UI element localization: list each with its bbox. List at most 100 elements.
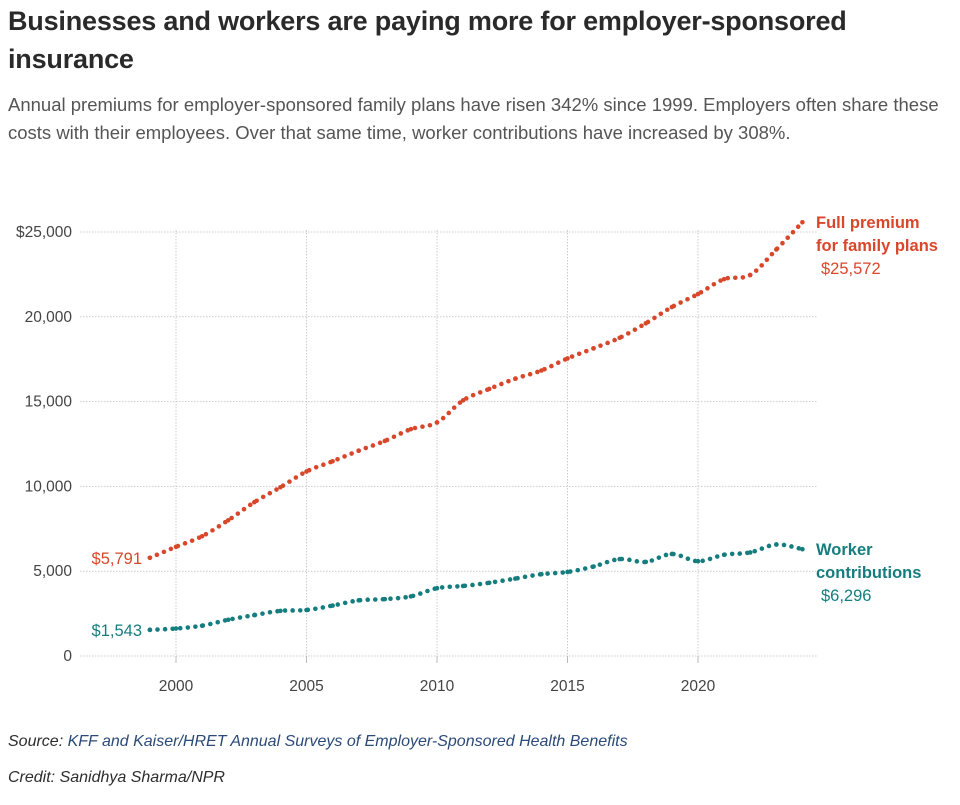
line-dot (795, 224, 801, 229)
line-dot (370, 443, 376, 448)
data-point (800, 546, 805, 552)
line-dot (785, 235, 791, 241)
line-dot (203, 531, 209, 537)
chart-title: Businesses and workers are paying more f… (8, 6, 847, 74)
data-point (774, 247, 779, 252)
line-dot (427, 422, 433, 428)
line-dot (632, 327, 638, 332)
line-dot (154, 552, 160, 558)
y-tick-label: 15,000 (25, 394, 73, 411)
line-dot (560, 570, 566, 575)
line-dot (349, 451, 354, 456)
premium-series-label: Full premium (816, 214, 920, 232)
data-point (617, 335, 622, 341)
data-point (225, 617, 231, 623)
line-dot (520, 373, 526, 379)
credit-note: Credit: Sanidhya Sharma/NPR (8, 769, 225, 786)
line-dot (752, 548, 758, 554)
data-point (747, 550, 753, 555)
x-tick-label: 2010 (420, 678, 455, 695)
data-point (356, 598, 362, 603)
line-dot (612, 557, 617, 563)
data-point (408, 594, 414, 599)
data-point (434, 420, 440, 425)
data-point (721, 276, 727, 282)
data-point (304, 469, 309, 474)
x-gridlines (175, 230, 699, 656)
line-dot (235, 511, 241, 516)
line-dot (612, 337, 617, 343)
line-dot (714, 554, 720, 559)
line-dot (155, 627, 160, 632)
line-dot (447, 584, 453, 590)
data-point (774, 542, 779, 547)
line-dot (425, 588, 430, 594)
worker-end-label: $6,296 (821, 587, 871, 605)
line-dot (569, 354, 575, 359)
data-point (147, 555, 153, 561)
data-point (643, 559, 649, 565)
line-dot (215, 619, 221, 625)
data-point (669, 551, 675, 557)
line-dot (625, 331, 631, 336)
line-dot (499, 381, 504, 387)
line-dot (555, 360, 561, 366)
line-dot (705, 286, 710, 291)
line-dot (725, 275, 731, 281)
series-worker (147, 542, 805, 633)
line-dot (403, 595, 408, 600)
line-dot (350, 599, 355, 604)
data-point (591, 346, 596, 351)
line-dot (247, 502, 253, 508)
line-dot (241, 506, 247, 512)
line-dot (796, 546, 802, 551)
line-dot (522, 574, 528, 580)
line-dot (208, 621, 213, 627)
line-dot (398, 431, 404, 436)
line-dot (297, 608, 303, 613)
line-dot (161, 549, 167, 555)
line-dot (656, 555, 662, 560)
line-dot (711, 281, 717, 287)
data-point (408, 426, 414, 432)
source-note: Source: KFF and Kaiser/HRET Annual Surve… (8, 733, 628, 751)
line-dot (652, 315, 657, 321)
data-point (330, 603, 335, 608)
data-point (565, 356, 570, 361)
line-dot (237, 615, 243, 620)
line-dot (732, 275, 738, 281)
line-dot (535, 369, 540, 375)
worker-start-label: $1,543 (92, 622, 142, 640)
line-dot (290, 608, 295, 613)
source-link[interactable]: KFF and Kaiser/HRET Annual Surveys of Em… (67, 733, 628, 750)
line-dot (451, 405, 457, 410)
premium-end-label: $25,572 (821, 260, 881, 278)
line-dot (320, 605, 326, 610)
line-dot (759, 263, 764, 268)
source-prefix: Source: (8, 733, 68, 750)
data-point (173, 544, 179, 550)
x-tick-label: 2020 (681, 678, 716, 695)
data-point (486, 386, 492, 392)
line-dot (789, 544, 794, 549)
line-dot (162, 626, 168, 632)
line-dot (552, 570, 558, 576)
line-dot (692, 293, 697, 299)
line-dot (287, 479, 292, 484)
data-point (513, 576, 518, 581)
line-dot (365, 597, 371, 602)
line-dot (781, 542, 787, 548)
series-labels: $5,791 $1,543 Full premium for family plans… (92, 214, 938, 640)
data-point (695, 291, 701, 297)
line-dot (377, 440, 383, 446)
data-point (460, 583, 466, 589)
data-point (199, 533, 205, 539)
line-dot (604, 559, 610, 565)
line-dot (545, 571, 550, 576)
line-dot (477, 390, 483, 395)
line-dot (639, 323, 644, 329)
line-dot (395, 595, 401, 601)
line-dot (418, 591, 423, 596)
data-point (721, 552, 727, 558)
line-dot (260, 611, 265, 616)
